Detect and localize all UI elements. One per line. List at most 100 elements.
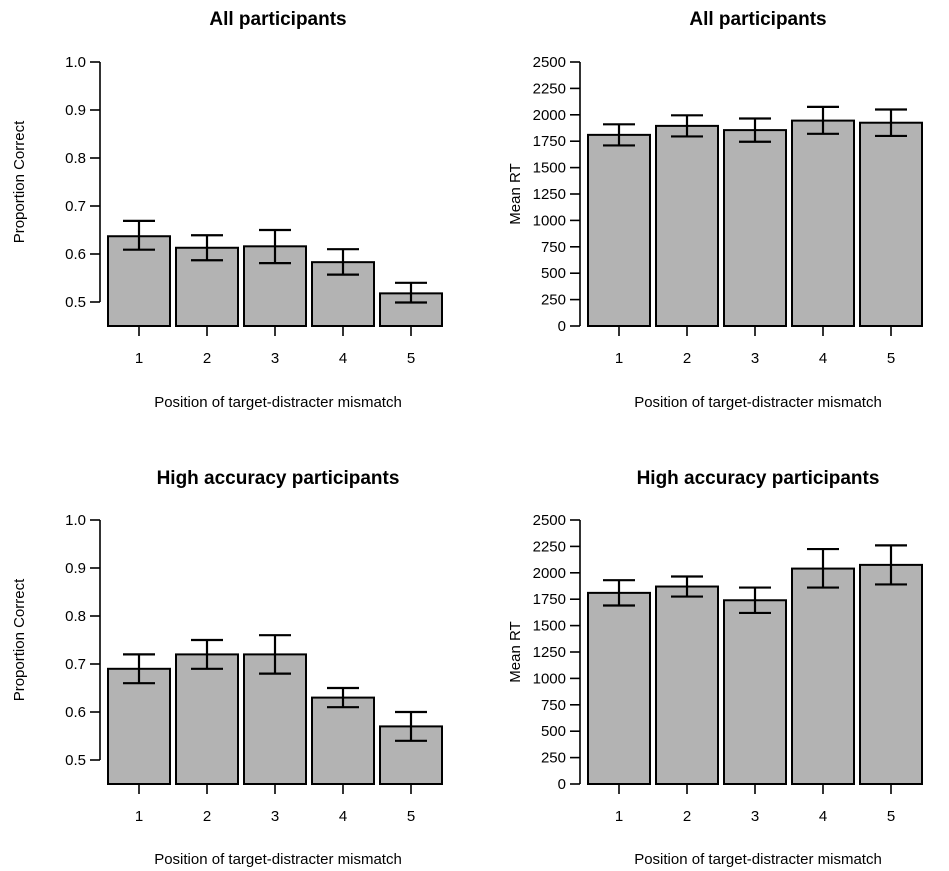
x-tick-label: 5	[407, 350, 415, 367]
y-tick-label: 0.7	[65, 656, 86, 673]
error-bar-2	[671, 575, 703, 598]
bar-5	[859, 121, 923, 327]
chart-title: High accuracy participants	[157, 468, 400, 489]
chart-svg: High accuracy participants 0.5 0.6 0.7 0.8 0.…	[11, 468, 443, 868]
y-tick-label: 750	[541, 697, 566, 714]
x-tick-label: 3	[271, 808, 279, 825]
y-tick-label: 1000	[533, 670, 566, 687]
y-axis-label: Proportion Correct	[11, 578, 28, 701]
panel-rt-high: High accuracy participants 0 250 500 750 1000…	[480, 0, 949, 871]
error-bar-3	[739, 586, 771, 615]
y-tick-label: 0.9	[65, 560, 86, 577]
y-tick-label: 0	[558, 776, 566, 793]
panel-accuracy-all: All participants 0.5 0.6 0.7 0.8 0.9 1.0 Propor…	[0, 0, 470, 871]
x-tick-label: 2	[683, 808, 691, 825]
x-tick-label: 5	[887, 350, 895, 367]
bar-2	[175, 653, 239, 786]
error-bar-1	[603, 123, 635, 147]
x-tick-label: 2	[203, 808, 211, 825]
x-tick-label: 2	[683, 350, 691, 367]
error-bar-4	[807, 105, 839, 135]
error-bar-3	[259, 228, 291, 265]
chart-title: All participants	[689, 9, 826, 30]
bar-1	[587, 591, 651, 786]
y-tick-label: 1.0	[65, 512, 86, 529]
y-tick-label: 1.0	[65, 54, 86, 71]
panel-accuracy-high: High accuracy participants 0.5 0.6 0.7 0.8 0.…	[0, 0, 470, 871]
error-bar-3	[739, 117, 771, 143]
y-tick-label: 1250	[533, 186, 566, 203]
y-tick-label: 0.8	[65, 608, 86, 625]
error-bar-5	[875, 544, 907, 586]
x-tick-label: 5	[407, 808, 415, 825]
x-tick-label: 4	[819, 808, 827, 825]
y-tick-label: 0	[558, 318, 566, 335]
y-tick-label: 250	[541, 750, 566, 767]
y-tick-label: 1500	[533, 160, 566, 177]
panel-rt-all: All participants 0 250 500 750 1000 1250 1500 17…	[480, 0, 949, 871]
y-tick-label: 2000	[533, 107, 566, 124]
error-bar-1	[123, 219, 155, 251]
x-axis-label: Position of target-distracter mismatch	[154, 851, 402, 868]
error-bar-4	[327, 686, 359, 709]
chart-svg: All participants 0.5 0.6 0.7 0.8 0.9 1.0 Propor…	[11, 9, 443, 411]
y-axis-label: Proportion Correct	[11, 120, 28, 243]
y-tick-label: 750	[541, 239, 566, 256]
y-tick-label: 1500	[533, 618, 566, 635]
x-tick-label: 3	[751, 808, 759, 825]
x-tick-label: 1	[135, 350, 143, 367]
y-tick-label: 2500	[533, 54, 566, 71]
y-tick-label: 2250	[533, 80, 566, 97]
error-bar-5	[875, 108, 907, 138]
x-tick-label: 4	[339, 350, 347, 367]
x-tick-label: 1	[135, 808, 143, 825]
y-tick-label: 500	[541, 723, 566, 740]
bar-4	[311, 696, 375, 785]
y-axis-label: Mean RT	[507, 621, 524, 682]
error-bar-5	[395, 281, 427, 304]
bar-4	[791, 119, 855, 327]
error-bar-1	[123, 653, 155, 685]
chart-title: All participants	[209, 9, 346, 30]
bar-2	[655, 585, 719, 786]
y-tick-label: 1000	[533, 212, 566, 229]
error-bar-2	[191, 234, 223, 262]
error-bar-5	[395, 710, 427, 742]
y-axis-label: Mean RT	[507, 163, 524, 224]
y-tick-label: 1750	[533, 591, 566, 608]
x-tick-label: 4	[819, 350, 827, 367]
x-axis-label: Position of target-distracter mismatch	[154, 394, 402, 411]
y-tick-label: 1750	[533, 133, 566, 150]
x-tick-label: 4	[339, 808, 347, 825]
chart-svg: High accuracy participants 0 250 500 750 1000…	[507, 468, 923, 868]
error-bar-2	[671, 114, 703, 138]
error-bar-2	[191, 638, 223, 670]
y-tick-label: 2250	[533, 538, 566, 555]
bar-2	[655, 124, 719, 327]
x-tick-label: 1	[615, 350, 623, 367]
y-tick-label: 500	[541, 265, 566, 282]
x-tick-label: 2	[203, 350, 211, 367]
bar-5	[859, 563, 923, 785]
x-axis-label: Position of target-distracter mismatch	[634, 394, 882, 411]
y-tick-label: 0.6	[65, 246, 86, 263]
error-bar-4	[327, 248, 359, 276]
x-tick-label: 3	[751, 350, 759, 367]
y-tick-label: 0.5	[65, 752, 86, 769]
y-tick-label: 1250	[533, 644, 566, 661]
x-tick-label: 5	[887, 808, 895, 825]
bar-3	[723, 599, 787, 785]
x-axis-label: Position of target-distracter mismatch	[634, 851, 882, 868]
error-bar-3	[259, 634, 291, 675]
y-tick-label: 0.8	[65, 150, 86, 167]
y-tick-label: 2500	[533, 512, 566, 529]
y-tick-label: 0.9	[65, 102, 86, 119]
y-tick-label: 0.6	[65, 704, 86, 721]
error-bar-4	[807, 547, 839, 589]
chart-svg: All participants 0 250 500 750 1000 1250 1500 17…	[507, 9, 923, 411]
bar-4	[791, 567, 855, 785]
y-tick-label: 0.7	[65, 198, 86, 215]
x-tick-label: 3	[271, 350, 279, 367]
y-tick-label: 0.5	[65, 294, 86, 311]
